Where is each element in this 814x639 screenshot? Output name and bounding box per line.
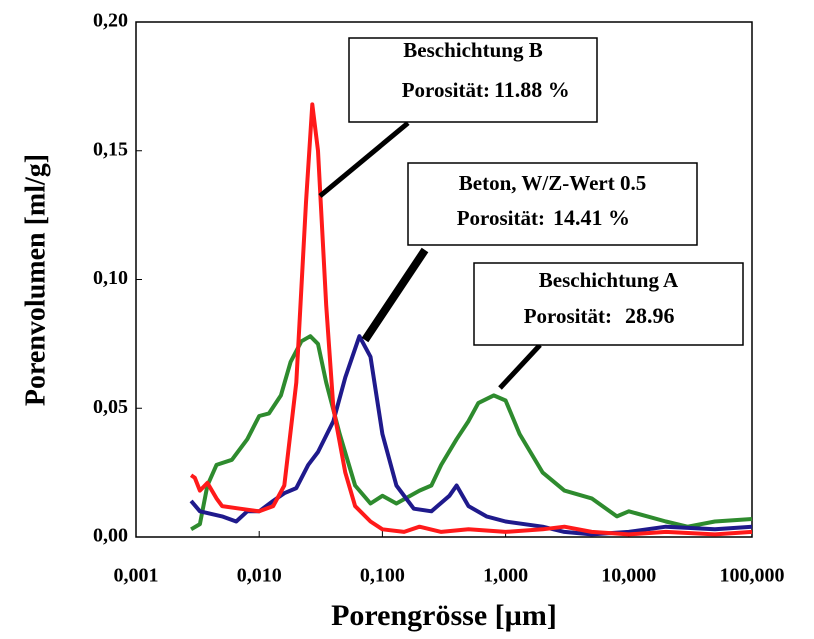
x-axis-title: Porengrösse [µm] bbox=[331, 599, 557, 632]
annotation-value: 14.41 % bbox=[553, 205, 630, 230]
annotation-label: Porosität: bbox=[457, 206, 545, 230]
annotation-leader bbox=[361, 247, 429, 343]
y-tick-label: 0,15 bbox=[93, 138, 128, 160]
series-line bbox=[189, 102, 753, 537]
annotation-title: Beschichtung B bbox=[403, 38, 542, 62]
annotation-title: Beton, W/Z-Wert 0.5 bbox=[459, 171, 646, 195]
y-tick-label: 0,20 bbox=[93, 10, 128, 32]
x-tick-label: 1,000 bbox=[483, 565, 528, 587]
x-tick-label: 0,100 bbox=[360, 565, 405, 587]
y-axis-title: Porenvolumen [ml/g] bbox=[20, 154, 51, 406]
y-tick-label: 0,00 bbox=[93, 525, 128, 547]
y-tick-label: 0,05 bbox=[93, 396, 128, 418]
x-tick-label: 100,000 bbox=[720, 565, 785, 587]
x-tick-label: 10,000 bbox=[601, 565, 656, 587]
annotation-value: 11.88 % bbox=[494, 77, 570, 102]
annotation-label: Porosität: bbox=[402, 78, 490, 102]
annotation-box bbox=[348, 37, 598, 123]
annotation-box bbox=[473, 262, 744, 346]
series-line bbox=[190, 334, 753, 532]
annotation-value: 28.96 bbox=[625, 303, 675, 328]
x-tick-label: 0,010 bbox=[237, 565, 282, 587]
annotation-label: Porosität: bbox=[524, 304, 612, 328]
x-tick-label: 0,001 bbox=[114, 565, 159, 587]
annotation-leader bbox=[318, 121, 410, 198]
y-tick-label: 0,10 bbox=[93, 267, 128, 289]
annotation-leader bbox=[498, 343, 542, 390]
annotation-title: Beschichtung A bbox=[539, 268, 679, 292]
annotation-box bbox=[407, 162, 698, 246]
